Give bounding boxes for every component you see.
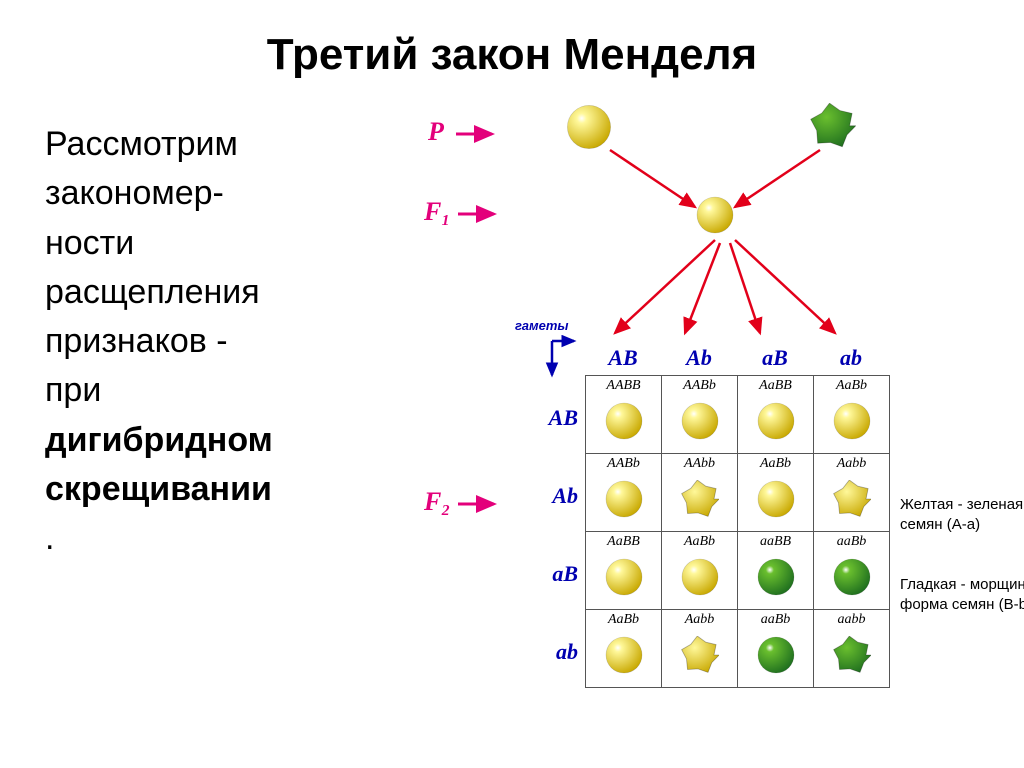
gamete-arrows: [560, 225, 900, 345]
cell-genotype: aabb: [814, 612, 889, 628]
legend-color: Желтая - зеленая окраска семян (A-a): [900, 495, 1024, 534]
punnett-cell: Aabb: [814, 454, 890, 532]
cell-seed: [738, 552, 813, 602]
cell-seed: [738, 474, 813, 524]
cell-seed: [662, 474, 737, 524]
cell-genotype: aaBb: [738, 612, 813, 628]
page-title: Третий закон Менделя: [0, 0, 1024, 80]
gam-col-1: Ab: [661, 345, 737, 371]
arrow-F1: [456, 205, 502, 223]
body-l1: Рассмотрим: [45, 125, 238, 163]
arrow-P: [454, 125, 500, 143]
punnett-cell: Aabb: [662, 610, 738, 688]
punnett-cell: AaBb: [814, 376, 890, 454]
punnett-cell: aaBb: [814, 532, 890, 610]
punnett-cell: AaBb: [662, 532, 738, 610]
punnett-cell: AaBb: [586, 610, 662, 688]
gam-row-1: Ab: [538, 483, 578, 509]
cell-seed: [662, 396, 737, 446]
cell-genotype: Aabb: [662, 612, 737, 628]
gam-row-2: aB: [538, 561, 578, 587]
cell-seed: [662, 552, 737, 602]
cell-genotype: AaBb: [814, 378, 889, 394]
punnett-cell: AaBB: [586, 532, 662, 610]
punnett-cell: aaBB: [738, 532, 814, 610]
cell-genotype: aaBB: [738, 534, 813, 550]
gam-col-2: aB: [737, 345, 813, 371]
punnett-cell: AaBB: [738, 376, 814, 454]
body-l5: признаков -: [45, 322, 228, 360]
cell-genotype: AaBb: [586, 612, 661, 628]
mendel-diagram: P F₁ F₂: [410, 115, 1000, 735]
cell-seed: [814, 474, 889, 524]
label-P: P: [428, 117, 444, 147]
cell-genotype: AABb: [662, 378, 737, 394]
body-l2: закономер-: [45, 174, 224, 212]
arrow-F2: [456, 495, 502, 513]
punnett-cell: AABb: [586, 454, 662, 532]
body-l4: расщепления: [45, 273, 260, 311]
punnett-cell: AABB: [586, 376, 662, 454]
body-l7: дигибридном: [45, 421, 273, 459]
punnett-cell: AaBb: [738, 454, 814, 532]
gam-row-0: AB: [538, 405, 578, 431]
gam-row-3: ab: [538, 639, 578, 665]
body-l8: скрещивании: [45, 470, 272, 508]
cell-seed: [814, 552, 889, 602]
label-F2: F₂: [424, 487, 450, 517]
cell-genotype: AaBb: [738, 456, 813, 472]
cell-seed: [662, 630, 737, 680]
cell-genotype: AaBB: [586, 534, 661, 550]
body-l6: при: [45, 371, 101, 409]
label-F1: F₁: [424, 197, 450, 227]
punnett-cell: AAbb: [662, 454, 738, 532]
cell-seed: [738, 630, 813, 680]
cell-genotype: aaBb: [814, 534, 889, 550]
punnett-square: AABB AABb AaBB AaBb: [585, 375, 890, 688]
cell-seed: [586, 552, 661, 602]
cell-genotype: AABb: [586, 456, 661, 472]
cell-genotype: AABB: [586, 378, 661, 394]
cell-genotype: AaBb: [662, 534, 737, 550]
cell-genotype: AaBB: [738, 378, 813, 394]
cell-seed: [586, 474, 661, 524]
gametes-label: гаметы: [515, 318, 569, 333]
gam-col-3: ab: [813, 345, 889, 371]
legend-shape: Гладкая - морщинистая форма семян (B-b): [900, 575, 1024, 614]
gam-col-0: AB: [585, 345, 661, 371]
cell-seed: [814, 630, 889, 680]
gametes-arrow: [540, 333, 580, 383]
cell-genotype: AAbb: [662, 456, 737, 472]
cell-genotype: Aabb: [814, 456, 889, 472]
body-l9: .: [45, 519, 54, 557]
body-text: Рассмотрим закономер- ности расщепления …: [45, 120, 405, 564]
cell-seed: [738, 396, 813, 446]
cell-seed: [814, 396, 889, 446]
body-l3: ности: [45, 224, 134, 262]
punnett-cell: AABb: [662, 376, 738, 454]
cell-seed: [586, 396, 661, 446]
cell-seed: [586, 630, 661, 680]
punnett-cell: aaBb: [738, 610, 814, 688]
punnett-cell: aabb: [814, 610, 890, 688]
